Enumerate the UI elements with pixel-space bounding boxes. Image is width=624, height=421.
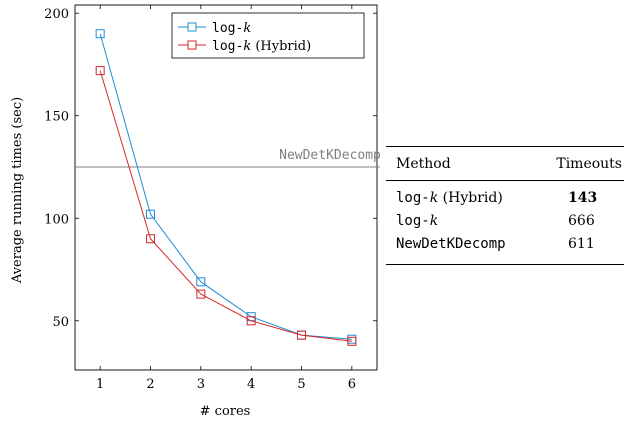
legend-box bbox=[171, 12, 365, 59]
reference-line-label: NewDetKDecomp bbox=[279, 148, 380, 163]
running-time-chart: Average running times (sec) # cores NewD… bbox=[10, 4, 380, 419]
x-tick-label: 1 bbox=[96, 377, 104, 392]
method-cell: log-k bbox=[396, 213, 439, 229]
x-tick-label: 3 bbox=[197, 377, 205, 392]
data-point-marker bbox=[196, 289, 206, 299]
table-body: log-k (Hybrid) 143 log-k 666 NewDetKDecomp 61… bbox=[386, 181, 624, 264]
legend-entry: log-k (Hybrid) bbox=[212, 39, 311, 54]
y-tick-label: 150 bbox=[44, 110, 69, 125]
table-row: log-k 666 bbox=[386, 210, 624, 233]
x-tick-label: 4 bbox=[247, 377, 255, 392]
timeouts-cell: 666 bbox=[568, 213, 595, 229]
legend-entry: log-k bbox=[212, 21, 251, 36]
series-line bbox=[99, 33, 352, 340]
data-point-marker bbox=[95, 29, 105, 39]
plot-frame bbox=[74, 4, 378, 371]
data-point-marker bbox=[196, 277, 206, 287]
table-header-row: Method Timeouts bbox=[386, 147, 624, 181]
data-point-marker bbox=[146, 209, 155, 219]
method-column-header: Method bbox=[396, 156, 451, 172]
data-point-marker bbox=[146, 234, 155, 244]
data-point-marker bbox=[95, 66, 105, 76]
method-cell: NewDetKDecomp bbox=[396, 236, 506, 252]
x-tick-label: 5 bbox=[297, 377, 305, 392]
y-tick-label: 50 bbox=[52, 315, 69, 330]
method-cell: log-k (Hybrid) bbox=[396, 190, 503, 206]
y-axis-label: Average running times (sec) bbox=[10, 97, 25, 284]
table-row: log-k (Hybrid) 143 bbox=[386, 187, 624, 210]
data-point-marker bbox=[297, 330, 306, 340]
data-point-marker bbox=[246, 316, 256, 326]
timeouts-table: Method Timeouts log-k (Hybrid) 143 log-k 66… bbox=[386, 146, 624, 265]
timeouts-cell: 611 bbox=[568, 236, 595, 252]
legend-swatch-marker bbox=[187, 40, 197, 50]
table-row: NewDetKDecomp 611 bbox=[386, 233, 624, 256]
x-tick-label: 2 bbox=[146, 377, 154, 392]
x-tick-label: 6 bbox=[348, 377, 356, 392]
y-tick-label: 200 bbox=[44, 7, 69, 22]
legend-swatch-marker bbox=[187, 22, 197, 32]
data-point-marker bbox=[347, 336, 357, 346]
y-tick-label: 100 bbox=[44, 212, 69, 227]
series-line bbox=[99, 70, 352, 342]
timeouts-column-header: Timeouts bbox=[556, 156, 622, 172]
x-axis-label: # cores bbox=[200, 404, 251, 419]
timeouts-cell: 143 bbox=[568, 190, 598, 206]
